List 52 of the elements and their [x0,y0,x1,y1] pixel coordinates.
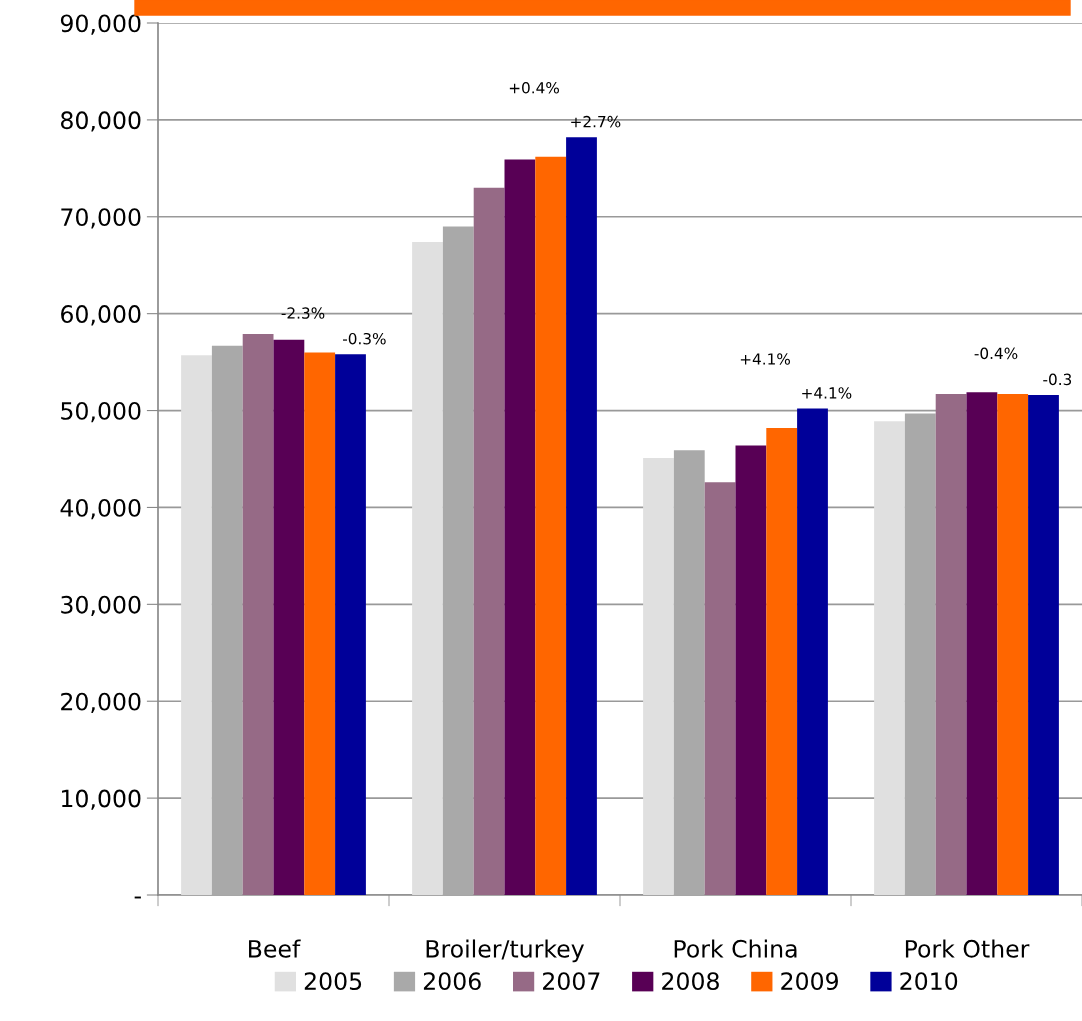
bar [704,482,736,895]
bar [181,355,212,895]
y-tick-label: 10,000 [62,789,141,810]
bar [966,392,998,895]
bar [797,408,828,895]
y-tick-label: 60,000 [61,305,141,326]
legend-label: 2008 [662,972,719,991]
legend-label: 2009 [781,972,838,991]
y-tick-label: 30,000 [61,595,141,617]
annotation: -0.4% [974,347,1018,360]
annotation: +2.7% [571,115,621,128]
annotation: +0.4% [509,81,559,94]
y-tick-label: 40,000 [60,498,141,520]
bar [211,345,243,895]
x-tick-label: Pork Other [905,939,1030,958]
y-tick-label: 90,000 [60,14,141,35]
bar [1028,395,1059,895]
annotation: -2.3% [281,307,325,319]
y-tick-label: 80,000 [61,111,141,132]
annotation: +4.1% [740,353,790,365]
x-tick-label: Broiler/turkey [426,939,584,963]
bar [766,428,798,895]
y-tick-label: 20,000 [61,692,141,713]
bar [874,421,905,895]
bar [643,458,674,895]
annotation: -0.3 [1043,373,1072,386]
legend-label: 2007 [543,972,600,991]
annotation: +4.1% [802,387,852,399]
legend-label: 2010 [900,972,958,991]
bar [935,394,967,895]
bar [504,159,536,895]
y-tick-label: 70,000 [61,208,141,229]
bar [904,413,936,895]
y-tick-label: - [134,896,141,899]
x-tick-label: Pork China [674,939,797,958]
bar [273,339,305,895]
bar [473,187,505,895]
x-tick-label: Beef [249,939,301,958]
bar [242,334,274,895]
legend-label: 2005 [304,972,362,991]
bar [442,226,474,895]
bar [304,352,336,895]
bar [412,241,443,895]
y-tick-label: 50,000 [61,402,141,423]
bar [735,445,767,895]
bar [335,354,366,895]
bar [535,156,567,895]
bar [566,137,597,895]
bar [997,394,1029,895]
legend-label: 2006 [423,972,481,991]
annotation: -0.3% [342,332,386,345]
bar [673,450,705,895]
